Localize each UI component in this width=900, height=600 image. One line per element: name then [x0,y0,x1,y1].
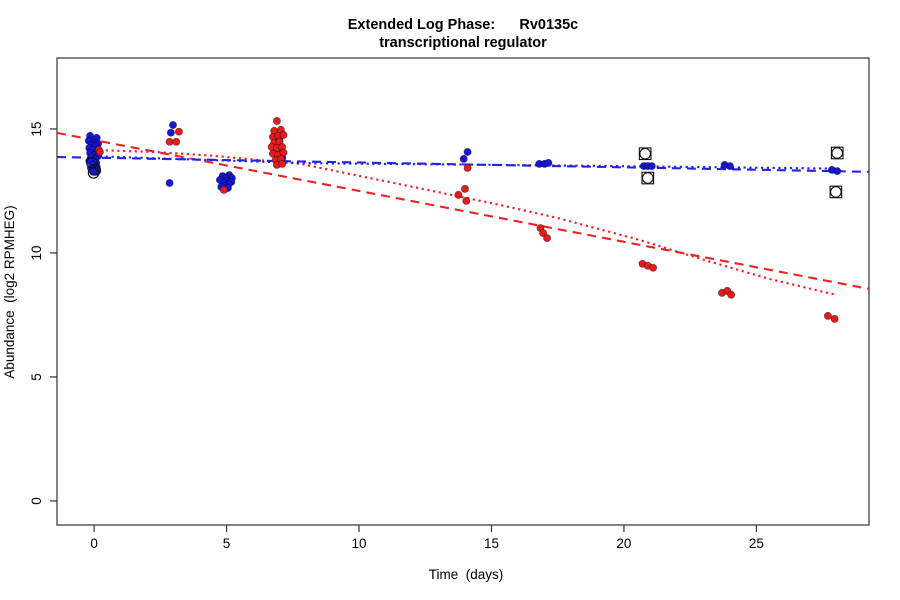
x-tick-label: 15 [484,536,499,551]
red-series-point [165,137,174,146]
flag-circle-marker [831,147,844,159]
flag-circle-marker [641,172,654,184]
red-series-point [463,163,472,172]
blue-series-point [647,162,656,171]
plot-title: Extended Log Phase: Rv0135c [348,17,578,33]
red-series-point [830,314,839,323]
red-series-point [543,234,552,243]
red-series-point [95,147,104,156]
x-tick-label: 10 [352,536,367,551]
blue-series-point [165,178,174,187]
flagged-points-group [86,146,844,199]
blue-series-point [459,154,468,163]
blue-series-point [544,158,553,167]
red-series-point [279,148,288,157]
axes-group: 0 5 10 15 20 25 0 5 10 15 [29,57,870,551]
y-tick-label: 0 [29,497,44,505]
x-tick-label: 5 [223,536,231,551]
red-series-point [272,117,281,126]
blue-dotted-trend-line [94,155,836,170]
x-axis-label: Time (days) [429,567,504,582]
red-series-point [649,263,658,272]
flag-circle-marker [87,166,100,179]
red-series-point [460,184,469,193]
red-series-point [172,137,181,146]
red-dotted-trend-line [94,148,837,296]
red-series-point [727,290,736,299]
red-series-point [278,159,287,168]
red-series-point [454,190,463,199]
y-axis-label: Abundance (log2 RPMHEG) [2,205,17,378]
flag-circle-marker [830,186,842,198]
red-series-point [539,229,548,238]
flag-circle-marker [639,147,651,160]
blue-series-point [725,162,734,171]
blue-series-point [166,128,175,137]
red-series-point [462,196,471,205]
blue-series-point [833,167,842,176]
red-series-point [174,127,183,136]
x-tick-label: 20 [616,536,631,551]
blue-dashed-fit-line [56,155,870,173]
red-series-point [279,130,288,139]
x-tick-label: 0 [90,536,98,551]
y-tick-label: 5 [29,373,44,381]
plot-box [56,57,870,526]
x-tick-label: 25 [749,536,764,551]
red-series-point [219,185,228,194]
plot-subtitle: transcriptional regulator [379,35,547,51]
blue-series-point [463,147,472,156]
trend-lines-group [56,131,870,296]
red-series-point [823,311,832,320]
y-tick-label: 15 [29,121,44,136]
blue-series-point [168,121,177,130]
data-points-group [84,117,842,323]
y-tick-label: 10 [29,245,44,260]
